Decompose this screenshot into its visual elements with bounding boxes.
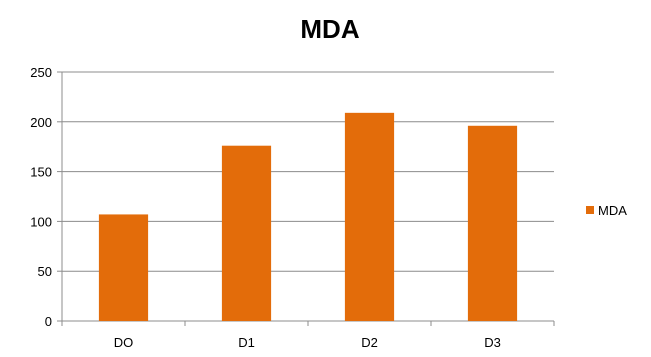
y-tick-label: 200	[30, 115, 52, 130]
legend-label: MDA	[598, 203, 627, 218]
y-tick-label: 250	[30, 65, 52, 80]
x-tick-label: D1	[238, 335, 255, 350]
y-tick-label: 100	[30, 214, 52, 229]
bar-d2	[344, 112, 395, 321]
bar-d1	[221, 145, 272, 321]
y-tick-label: 150	[30, 165, 52, 180]
tick-labels: 0 50 100 150 200 250 DO D1 D2 D3	[30, 65, 501, 350]
x-tick-label: D3	[484, 335, 501, 350]
x-tick-label: D2	[361, 335, 378, 350]
bars	[98, 112, 518, 321]
legend-swatch	[586, 206, 594, 214]
x-tick-label: DO	[114, 335, 134, 350]
bar-do	[98, 214, 149, 321]
y-tick-label: 50	[38, 264, 52, 279]
chart-title: MDA	[300, 14, 359, 44]
legend: MDA	[586, 203, 627, 218]
bar-d3	[467, 125, 518, 321]
y-tick-label: 0	[45, 314, 52, 329]
